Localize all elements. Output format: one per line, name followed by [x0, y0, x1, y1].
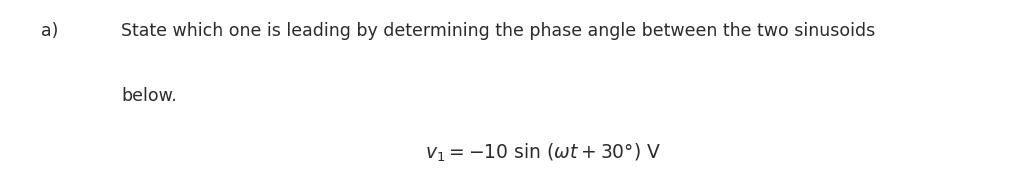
- Text: $v_1 = {-}10\ \mathregular{sin}\ (\omega t + 30°)\ \mathregular{V}$: $v_1 = {-}10\ \mathregular{sin}\ (\omega…: [425, 142, 662, 164]
- Text: below.: below.: [121, 87, 176, 105]
- Text: a): a): [41, 22, 58, 40]
- Text: State which one is leading by determining the phase angle between the two sinuso: State which one is leading by determinin…: [121, 22, 875, 40]
